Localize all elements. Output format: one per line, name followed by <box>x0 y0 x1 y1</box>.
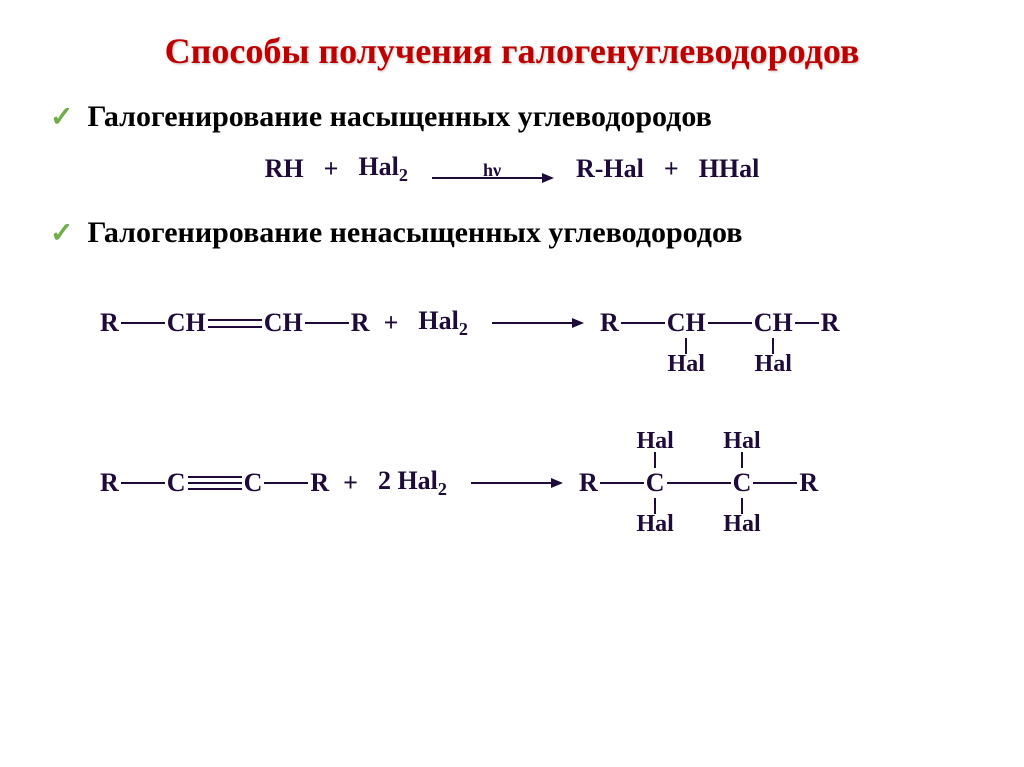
r1-rhs-2: HHal <box>699 154 760 184</box>
r3-reagent: 2 Hal2 <box>378 466 447 500</box>
plus-icon: + <box>664 154 679 184</box>
reaction-2: R CH CH R + Hal2 R CH Hal CH Hal R <box>100 268 984 378</box>
bullet-2: ✓ Галогенирование ненасыщенных углеводор… <box>50 216 984 250</box>
r1-lhs-1: RH <box>265 154 304 184</box>
plus-icon: + <box>384 308 399 338</box>
arrow-icon <box>492 322 582 324</box>
r3-lhs-struct: R C C R <box>100 468 329 498</box>
r2-lhs-struct: R CH CH R <box>100 308 370 338</box>
r2-reagent: Hal2 <box>418 306 468 340</box>
check-icon: ✓ <box>50 220 73 248</box>
bullet-2-label: Галогенирование ненасыщенных углеводород… <box>87 216 742 250</box>
arrow-icon: hν <box>432 160 552 179</box>
r1-rhs-1: R-Hal <box>576 154 644 184</box>
plus-icon: + <box>324 154 339 184</box>
reaction-3: R C C R + 2 Hal2 R Hal C Hal Hal C Hal <box>100 428 984 538</box>
plus-icon: + <box>343 468 358 498</box>
r3-rhs-struct: R Hal C Hal Hal C Hal R <box>579 468 818 498</box>
r1-lhs-2: Hal2 <box>358 152 408 186</box>
page-title: Способы получения галогенуглеводородов <box>40 30 984 72</box>
reaction-1: RH + Hal2 hν R-Hal + HHal <box>40 152 984 186</box>
arrow-icon <box>471 482 561 484</box>
r2-rhs-struct: R CH Hal CH Hal R <box>600 308 840 338</box>
bullet-1-label: Галогенирование насыщенных углеводородов <box>87 100 711 134</box>
bullet-1: ✓ Галогенирование насыщенных углеводород… <box>50 100 984 134</box>
check-icon: ✓ <box>50 104 73 132</box>
